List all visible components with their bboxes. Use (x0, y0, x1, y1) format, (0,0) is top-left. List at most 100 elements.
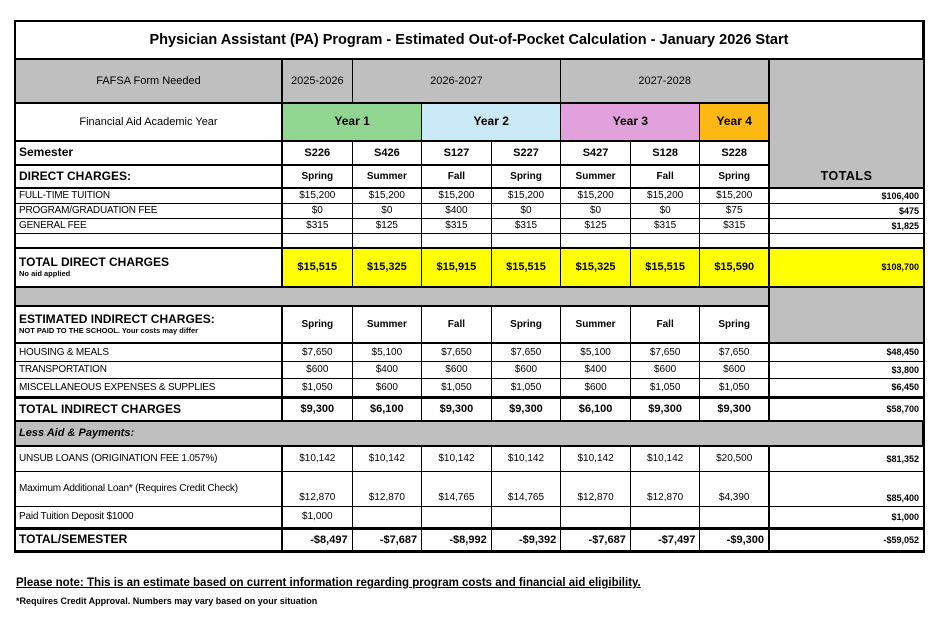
row-label: FULL-TIME TUITION (16, 189, 283, 204)
semester-code: S426 (352, 142, 423, 166)
year-2-header: Year 2 (422, 104, 562, 142)
value-cell: $15,200 (422, 189, 492, 204)
total-indirect-value: $9,300 (700, 397, 770, 422)
total-indirect-value: $9,300 (422, 397, 492, 422)
footnotes: Please note: This is an estimate based o… (14, 577, 931, 606)
indirect-charges-header: ESTIMATED INDIRECT CHARGES: NOT PAID TO … (16, 307, 283, 344)
value-cell: $1,050 (700, 379, 770, 397)
empty-cell (700, 234, 770, 249)
value-cell: $600 (352, 379, 423, 397)
total-cell: $6,450 (769, 379, 923, 397)
total-cell: $48,450 (769, 344, 923, 362)
indirect-totals-header-block (769, 288, 923, 344)
value-cell: $400 (561, 362, 631, 379)
value-cell (352, 507, 423, 528)
total-direct-value: $15,325 (561, 249, 631, 288)
value-cell: $0 (283, 204, 353, 219)
value-cell: $315 (700, 219, 770, 234)
term-cell: Summer (352, 166, 423, 189)
less-aid-section-header: Less Aid & Payments: (16, 422, 923, 447)
year-3-header: Year 3 (561, 104, 701, 142)
term-cell: Spring (700, 307, 770, 344)
value-cell: $10,142 (352, 447, 423, 472)
term-cell: Fall (422, 166, 492, 189)
empty-cell (561, 234, 631, 249)
value-cell: $400 (352, 362, 423, 379)
total-semester-grand-total: -$59,052 (769, 528, 923, 551)
value-cell: $12,870 (352, 472, 423, 507)
value-cell: $20,500 (700, 447, 770, 472)
value-cell: $125 (561, 219, 631, 234)
term-cell: Summer (352, 307, 423, 344)
total-semester-value: -$9,392 (491, 528, 562, 551)
total-cell: $85,400 (769, 472, 923, 507)
total-cell: $1,000 (769, 507, 923, 528)
financial-aid-year-label: Financial Aid Academic Year (16, 104, 283, 142)
total-cell: $106,400 (769, 189, 923, 204)
value-cell (491, 507, 562, 528)
value-cell: $0 (352, 204, 423, 219)
term-cell: Spring (491, 307, 562, 344)
value-cell: $75 (700, 204, 770, 219)
semester-code: S127 (422, 142, 492, 166)
row-label: GENERAL FEE (16, 219, 283, 234)
total-indirect-value: $9,300 (283, 397, 353, 422)
fafsa-form-label: FAFSA Form Needed (16, 60, 283, 104)
value-cell: $0 (491, 204, 562, 219)
total-semester-value: -$8,497 (283, 528, 353, 551)
year-1-header: Year 1 (283, 104, 423, 142)
total-indirect-value: $6,100 (561, 397, 631, 422)
empty-cell (491, 234, 562, 249)
value-cell: $15,200 (700, 189, 770, 204)
value-cell: $315 (422, 219, 492, 234)
total-direct-value: $15,515 (630, 249, 701, 288)
value-cell: $10,142 (630, 447, 701, 472)
value-cell: $10,142 (283, 447, 353, 472)
totals-column-header: TOTALS (769, 60, 923, 189)
value-cell: $600 (700, 362, 770, 379)
value-cell: $12,870 (630, 472, 701, 507)
value-cell: $315 (630, 219, 701, 234)
value-cell: $15,200 (283, 189, 353, 204)
value-cell: $7,650 (630, 344, 701, 362)
value-cell: $400 (422, 204, 492, 219)
value-cell: $1,050 (283, 379, 353, 397)
value-cell: $0 (630, 204, 701, 219)
value-cell: $15,200 (561, 189, 631, 204)
term-cell: Spring (491, 166, 562, 189)
term-cell: Summer (561, 166, 631, 189)
value-cell: $125 (352, 219, 423, 234)
total-direct-value: $15,515 (491, 249, 562, 288)
total-semester-value: -$7,687 (352, 528, 423, 551)
total-direct-subtitle: No aid applied (19, 269, 71, 279)
indirect-header-subtitle: NOT PAID TO THE SCHOOL. Your costs may d… (19, 326, 199, 336)
value-cell: $12,870 (283, 472, 353, 507)
total-indirect-value: $9,300 (630, 397, 701, 422)
year-4-header: Year 4 (700, 104, 770, 142)
total-indirect-grand-total: $58,700 (769, 397, 923, 422)
total-cell: $1,825 (769, 219, 923, 234)
total-direct-grand-total: $108,700 (769, 249, 923, 288)
row-label: MISCELLANEOUS EXPENSES & SUPPLIES (16, 379, 283, 397)
total-indirect-value: $9,300 (491, 397, 562, 422)
value-cell (630, 507, 701, 528)
total-semester-value: -$7,497 (630, 528, 701, 551)
value-cell: $600 (561, 379, 631, 397)
value-cell: $14,765 (491, 472, 562, 507)
section-spacer (16, 288, 770, 307)
term-cell: Fall (422, 307, 492, 344)
total-direct-title: TOTAL DIRECT CHARGES (19, 255, 170, 270)
term-cell: Summer (561, 307, 631, 344)
term-cell: Spring (700, 166, 770, 189)
value-cell: $315 (283, 219, 353, 234)
total-semester-value: -$7,687 (561, 528, 631, 551)
row-label: UNSUB LOANS (ORIGINATION FEE 1.057%) (16, 447, 283, 472)
value-cell: $15,200 (491, 189, 562, 204)
semester-code: S427 (561, 142, 631, 166)
value-cell: $15,200 (630, 189, 701, 204)
row-label: TRANSPORTATION (16, 362, 283, 379)
value-cell (561, 507, 631, 528)
row-label: Maximum Additional Loan* (Requires Credi… (16, 472, 283, 507)
empty-cell (352, 234, 423, 249)
value-cell: $600 (283, 362, 353, 379)
